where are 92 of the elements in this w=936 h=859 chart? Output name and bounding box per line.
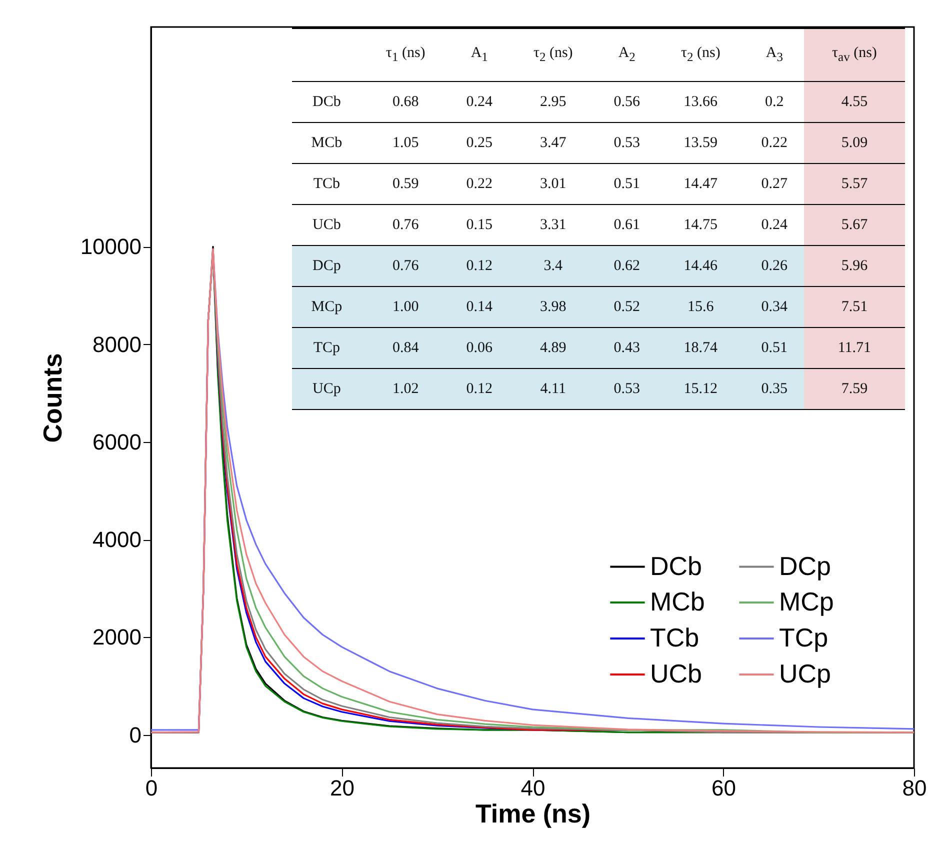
annotation: 0.22 (744, 122, 804, 164)
annotation: 0.06 (450, 328, 509, 368)
x-axis-title: Time (ns) (475, 798, 591, 828)
y-tick-label: 2000 (92, 624, 142, 650)
annotation: 0.59 (361, 164, 450, 204)
y-tick-label: 10000 (80, 234, 142, 260)
annotation: 11.71 (804, 328, 905, 368)
annotation: 0.27 (744, 164, 804, 204)
legend-label: UCp (779, 658, 832, 688)
legend-label: DCp (779, 550, 832, 581)
annotation: 0.51 (597, 164, 656, 204)
legend-label: UCb (650, 658, 702, 688)
annotation: 3.01 (508, 164, 598, 204)
annotation: A$_{3}$ (744, 28, 804, 82)
annotation: 4.11 (508, 368, 598, 410)
annotation: τ$_{2}$ (ns) (508, 28, 598, 82)
legend-label: DCb (650, 550, 702, 581)
annotation: 3.47 (508, 122, 598, 164)
annotation: 0.12 (450, 246, 509, 286)
annotation: 3.31 (508, 204, 598, 246)
annotation: 0.62 (597, 246, 656, 286)
annotation: 0.52 (597, 286, 656, 328)
annotation: 0.24 (744, 204, 804, 246)
y-tick-label: 4000 (92, 527, 142, 552)
legend-label: TCp (779, 622, 828, 652)
annotation: 0.15 (450, 204, 509, 246)
annotation: DCp (292, 246, 362, 286)
annotation: 0.68 (361, 82, 450, 122)
annotation: MCb (292, 122, 362, 164)
annotation: 3.98 (508, 286, 598, 328)
x-tick-label: 60 (712, 776, 736, 800)
y-tick-label: 6000 (92, 429, 142, 454)
annotation: DCb (292, 82, 362, 122)
annotation: 0.51 (744, 328, 804, 368)
annotation: UCb (292, 204, 362, 246)
y-tick-label: 0 (129, 722, 142, 748)
annotation: TCb (292, 164, 362, 204)
annotation: 0.2 (744, 82, 804, 122)
annotation: 13.66 (656, 82, 745, 122)
annotation: 1.00 (361, 286, 450, 328)
annotation: 4.89 (508, 328, 598, 368)
annotation: 0.61 (597, 204, 656, 246)
annotation: 0.84 (361, 328, 450, 368)
annotation: 5.67 (804, 204, 905, 246)
x-tick-label: 0 (145, 776, 158, 800)
annotation: UCp (292, 368, 362, 410)
x-tick-label: 20 (330, 776, 354, 800)
annotation: 18.74 (656, 328, 745, 368)
annotation: MCp (292, 286, 362, 328)
y-axis-title: Counts (37, 353, 68, 443)
annotation: 5.09 (804, 122, 905, 164)
x-tick-label: 40 (520, 776, 546, 800)
legend-label: MCp (779, 586, 834, 616)
annotation: 1.05 (361, 122, 450, 164)
annotation: 2.95 (508, 82, 598, 122)
annotation: τ$_{av}$ (ns) (804, 28, 905, 82)
annotation: 0.25 (450, 122, 509, 164)
annotation: 0.24 (450, 82, 509, 122)
annotation: 0.53 (597, 122, 656, 164)
annotation: 0.43 (597, 328, 656, 368)
annotation: 13.59 (656, 122, 745, 164)
legend-label: TCb (650, 622, 700, 652)
annotation: 0.26 (744, 246, 804, 286)
annotation: 0.34 (744, 286, 804, 328)
annotation: 0.76 (361, 246, 450, 286)
annotation: 7.51 (804, 286, 905, 328)
annotation: A$_{2}$ (597, 28, 656, 82)
annotation: 0.12 (450, 368, 509, 410)
annotation: τ$_{1}$ (ns) (361, 28, 450, 82)
annotation: 14.46 (656, 246, 745, 286)
annotation: 0.53 (597, 368, 656, 410)
annotation: 0.22 (450, 164, 509, 204)
annotation: 15.12 (656, 368, 745, 410)
annotation: 0.76 (361, 204, 450, 246)
annotation: 0.35 (744, 368, 804, 410)
annotation: 1.02 (361, 368, 450, 410)
annotation: τ$_{2}$ (ns) (656, 28, 745, 82)
annotation: 0.14 (450, 286, 509, 328)
annotation: 14.47 (656, 164, 745, 204)
annotation: 14.75 (656, 204, 745, 246)
y-tick-label: 8000 (92, 332, 142, 357)
annotation: A$_{1}$ (450, 28, 509, 82)
legend-label: MCb (650, 586, 705, 616)
annotation: 5.96 (804, 246, 905, 286)
annotation: 7.59 (804, 368, 905, 410)
annotation: 0.56 (597, 82, 656, 122)
annotation: TCp (292, 328, 362, 368)
annotation: 5.57 (804, 164, 905, 204)
annotation: 15.6 (656, 286, 745, 328)
annotation: 4.55 (804, 82, 905, 122)
x-tick-label: 80 (902, 776, 927, 800)
annotation: 3.4 (508, 246, 598, 286)
